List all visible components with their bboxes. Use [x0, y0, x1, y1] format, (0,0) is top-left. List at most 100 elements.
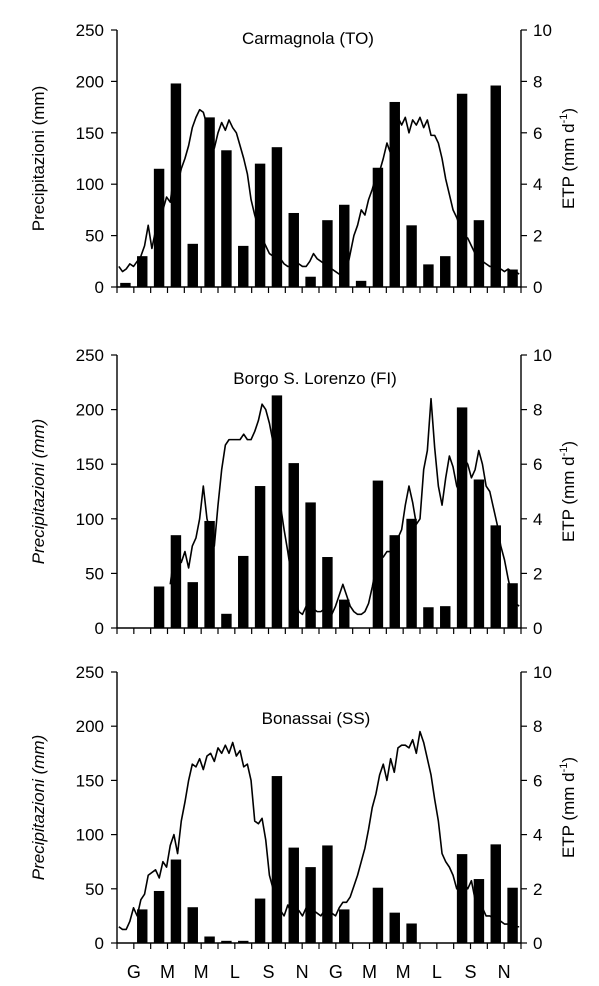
- etp-series-line: [118, 108, 520, 275]
- y2-tick-label: 2: [533, 564, 542, 583]
- precip-bar: [440, 256, 451, 287]
- y2-tick-label: 8: [533, 72, 542, 91]
- month-label: M: [194, 962, 209, 982]
- y2-tick-label: 10: [533, 346, 552, 365]
- precip-bar: [238, 245, 249, 287]
- precip-bar: [238, 940, 249, 943]
- month-label: M: [362, 962, 377, 982]
- precip-bar: [423, 607, 434, 628]
- y2-axis-title: ETP (mm d-1): [558, 108, 578, 209]
- precip-bar: [389, 535, 400, 628]
- precip-bar: [406, 518, 417, 628]
- y-tick-label: 0: [95, 934, 104, 953]
- precip-bar: [204, 936, 215, 943]
- precip-bar: [473, 220, 485, 287]
- month-label: S: [464, 962, 476, 982]
- precip-bar: [355, 280, 367, 287]
- precip-bar: [153, 890, 165, 943]
- precip-bar: [137, 909, 148, 943]
- y-tick-label: 200: [76, 72, 104, 91]
- month-label: G: [127, 962, 141, 982]
- y-tick-label: 50: [85, 880, 104, 899]
- precip-bar: [440, 606, 451, 628]
- precip-bar: [221, 613, 232, 628]
- precip-bar: [423, 264, 434, 287]
- y-tick-label: 250: [76, 21, 104, 40]
- precip-bar: [473, 879, 485, 943]
- precip-bar: [271, 147, 283, 287]
- panel-title: Bonassai (SS): [262, 709, 371, 728]
- precip-bar: [204, 520, 215, 628]
- y2-tick-label: 4: [533, 510, 542, 529]
- y2-tick-label: 2: [533, 227, 542, 246]
- y-tick-label: 0: [95, 619, 104, 638]
- precip-bar: [137, 256, 148, 287]
- y2-tick-label: 8: [533, 401, 542, 420]
- precip-bar: [288, 212, 299, 287]
- precip-bar: [372, 480, 384, 628]
- precip-bar: [271, 776, 283, 943]
- y-tick-label: 100: [76, 175, 104, 194]
- precip-bar: [456, 93, 468, 288]
- precip-bar: [120, 282, 131, 287]
- precip-bar: [372, 887, 384, 943]
- precip-bar: [271, 395, 283, 628]
- y2-axis-title: ETP (mm d-1): [558, 441, 578, 542]
- precip-bar: [254, 163, 266, 287]
- month-label: G: [329, 962, 343, 982]
- precip-bar: [204, 117, 215, 287]
- y2-tick-label: 8: [533, 717, 542, 736]
- precip-bar: [153, 168, 165, 287]
- precip-bar: [322, 220, 333, 287]
- month-label: N: [498, 962, 511, 982]
- panel-borgo-s-lorenzo: Borgo S. Lorenzo (FI) 0 50 100 150 200 250 0 2 4…: [29, 346, 578, 638]
- etp-series-line: [118, 730, 520, 931]
- precip-bar: [406, 225, 417, 287]
- precip-bar: [456, 407, 468, 628]
- month-label: M: [160, 962, 175, 982]
- panel-title: Carmagnola (TO): [242, 29, 374, 48]
- y-tick-label: 100: [76, 510, 104, 529]
- y2-tick-label: 4: [533, 175, 542, 194]
- precip-bar: [153, 586, 165, 628]
- y-tick-label: 150: [76, 771, 104, 790]
- month-label: M: [396, 962, 411, 982]
- precip-bar: [339, 204, 350, 287]
- y2-tick-label: 10: [533, 21, 552, 40]
- y-tick-label: 250: [76, 663, 104, 682]
- month-label: L: [230, 962, 240, 982]
- precip-bar: [170, 83, 182, 288]
- y2-axis-title: ETP (mm d-1): [558, 757, 578, 858]
- y-tick-label: 0: [95, 278, 104, 297]
- y2-tick-label: 0: [533, 619, 542, 638]
- y2-tick-label: 0: [533, 934, 542, 953]
- precip-bar: [187, 582, 198, 628]
- precip-bar: [473, 479, 485, 628]
- precip-bar: [221, 150, 232, 287]
- precip-bar: [322, 557, 333, 628]
- y-tick-label: 100: [76, 826, 104, 845]
- precip-bar: [254, 898, 266, 943]
- precip-bar: [490, 525, 501, 628]
- y-axis-title: Precipitazioni (mm): [29, 419, 48, 564]
- y-tick-label: 150: [76, 124, 104, 143]
- precip-bar: [339, 599, 350, 628]
- y-tick-label: 50: [85, 227, 104, 246]
- precip-bar: [372, 167, 384, 287]
- y2-tick-label: 6: [533, 771, 542, 790]
- precip-bar: [187, 243, 198, 287]
- precip-bar: [339, 909, 350, 943]
- precip-bar: [507, 887, 518, 943]
- precip-bar: [389, 912, 400, 943]
- y-tick-label: 200: [76, 401, 104, 420]
- y-axis-title: Precipitazioni (mm): [29, 86, 48, 231]
- precip-bar: [322, 845, 333, 943]
- precip-bar: [490, 85, 501, 287]
- month-label: L: [432, 962, 442, 982]
- y2-tick-label: 0: [533, 278, 542, 297]
- precip-bar: [406, 923, 417, 943]
- y2-tick-label: 2: [533, 880, 542, 899]
- precip-bar: [507, 583, 518, 628]
- y2-tick-label: 6: [533, 124, 542, 143]
